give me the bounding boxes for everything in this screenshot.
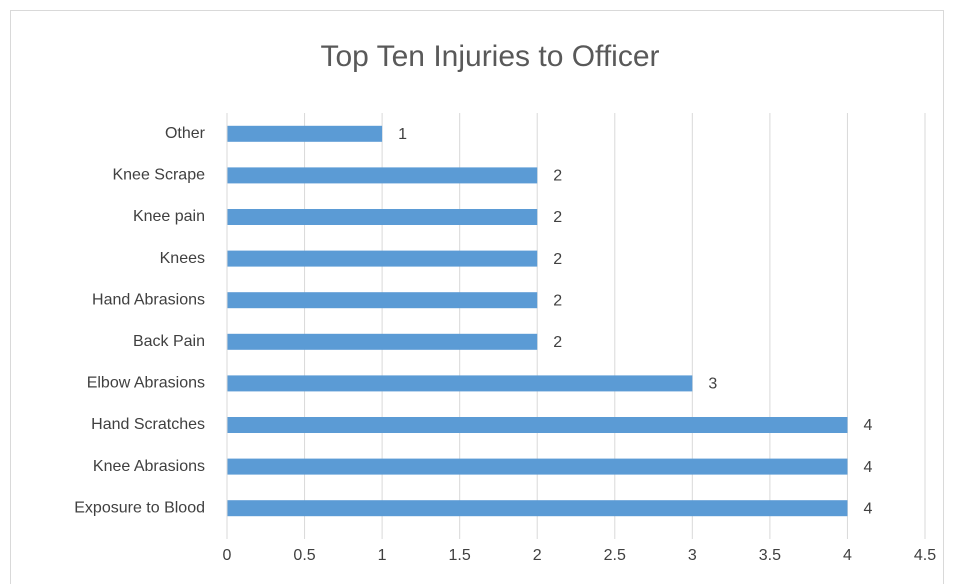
y-tick-label: Knees	[160, 250, 205, 267]
x-tick-label: 1	[378, 547, 387, 564]
y-tick-label: Knee Scrape	[112, 167, 205, 184]
x-tick-label: 0	[223, 547, 232, 564]
y-tick-label: Hand Scratches	[91, 416, 205, 433]
y-tick-label: Exposure to Blood	[74, 499, 205, 516]
x-tick-label: 2	[533, 547, 542, 564]
data-label: 1	[398, 126, 407, 143]
bar	[227, 292, 538, 309]
bar	[227, 167, 538, 184]
x-tick-label: 4.5	[914, 547, 936, 564]
y-tick-label: Knee Abrasions	[93, 458, 205, 475]
bar	[227, 458, 848, 475]
bar	[227, 500, 848, 517]
x-tick-label: 4	[843, 547, 852, 564]
chart-title: Top Ten Injuries to Officer	[320, 40, 659, 73]
data-label: 4	[863, 459, 872, 476]
data-label: 2	[553, 251, 562, 268]
bar	[227, 375, 693, 392]
data-label: 3	[708, 376, 717, 393]
data-label: 2	[553, 168, 562, 185]
y-tick-label: Other	[165, 125, 206, 142]
bar	[227, 209, 538, 225]
bar	[227, 125, 383, 142]
data-label: 4	[863, 417, 872, 434]
y-tick-label: Back Pain	[133, 333, 205, 350]
y-tick-label: Knee pain	[133, 208, 205, 225]
x-tick-label: 3	[688, 547, 697, 564]
data-label: 2	[553, 292, 562, 309]
x-tick-label: 3.5	[759, 547, 781, 564]
y-tick-label: Elbow Abrasions	[87, 375, 205, 392]
data-label: 2	[553, 209, 562, 226]
data-label: 2	[553, 334, 562, 351]
bar	[227, 417, 848, 433]
bar	[227, 333, 538, 350]
y-tick-label: Hand Abrasions	[92, 291, 205, 308]
x-tick-label: 0.5	[293, 547, 315, 564]
bar	[227, 250, 538, 267]
data-label: 4	[863, 500, 872, 517]
x-tick-label: 2.5	[604, 547, 626, 564]
x-tick-label: 1.5	[449, 547, 471, 564]
